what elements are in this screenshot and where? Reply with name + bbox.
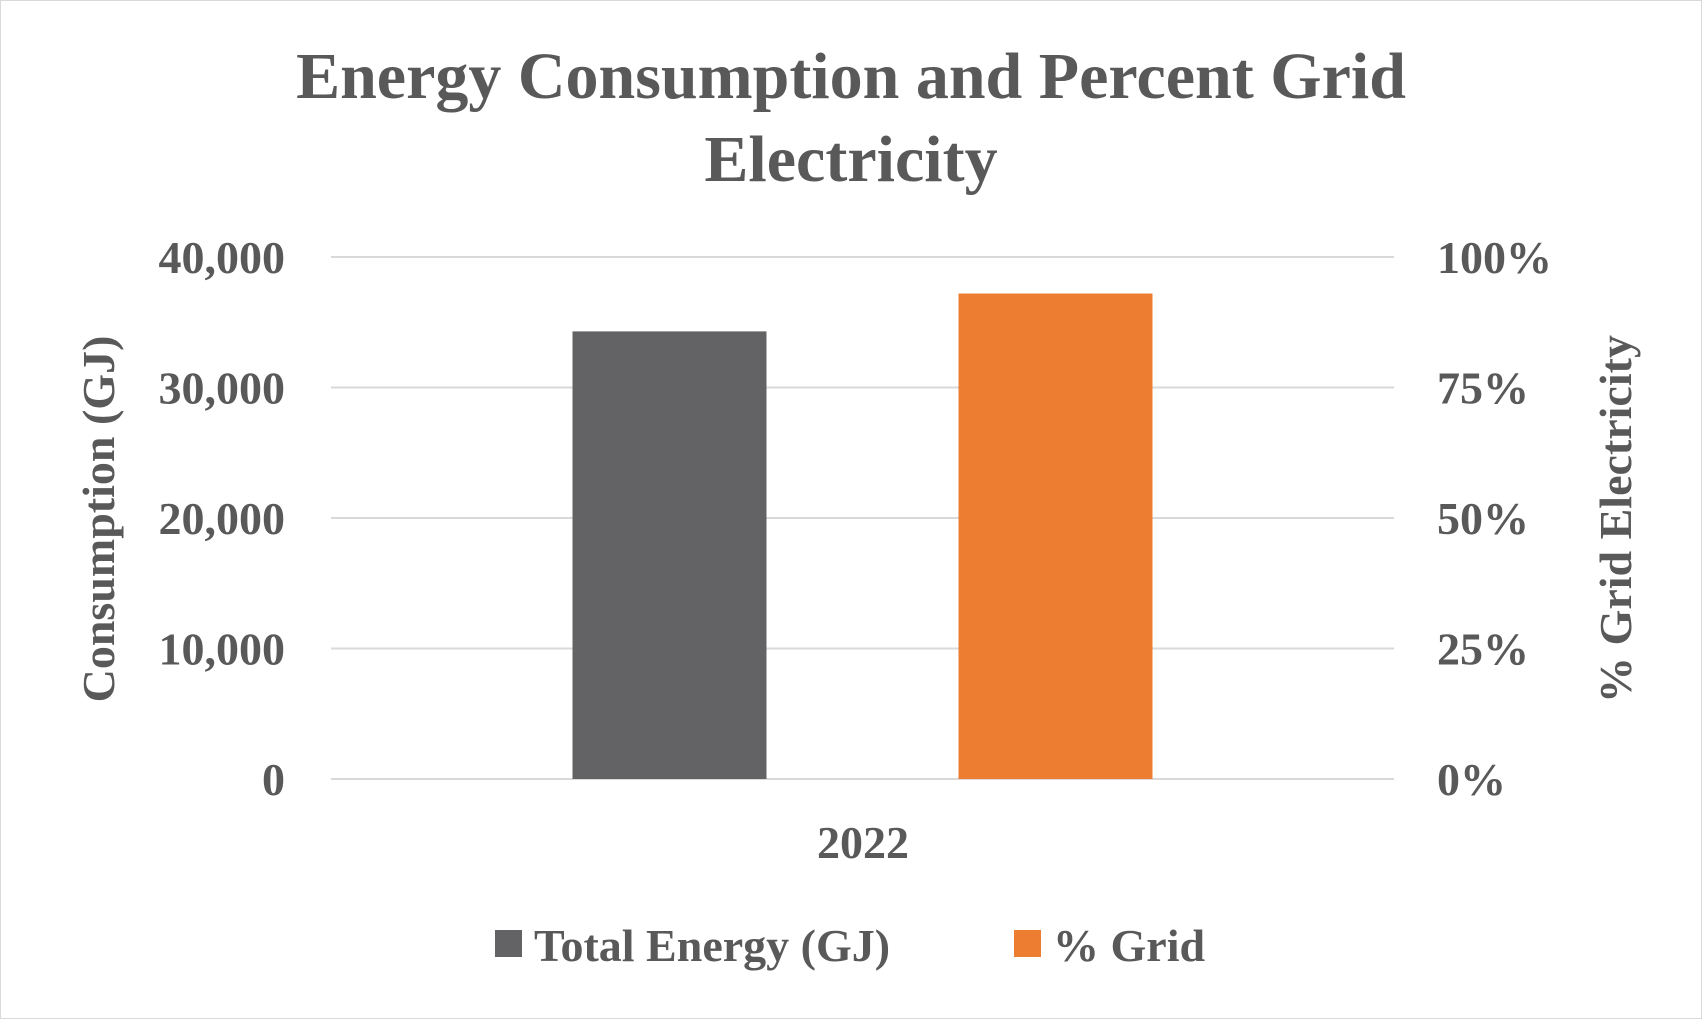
- legend-label-grid: % Grid: [1053, 920, 1205, 971]
- chart-title-line-1: Energy Consumption and Percent Grid: [296, 40, 1406, 113]
- y-axis-right-ticks: 0% 25% 50% 75% 100%: [1437, 232, 1552, 805]
- bars: [572, 293, 1153, 779]
- legend-swatch-total-energy: [495, 930, 522, 957]
- bar-grid-percent-2022: [958, 293, 1153, 779]
- y-tick-label-left: 40,000: [159, 232, 286, 283]
- y-tick-label-left: 10,000: [159, 624, 286, 675]
- y-tick-label-right: 25%: [1437, 624, 1529, 675]
- y-axis-right-title: % Grid Electricity: [1590, 335, 1641, 703]
- gridlines: [331, 256, 1394, 780]
- legend-swatch-grid: [1014, 930, 1041, 957]
- y-axis-left-ticks: 0 10,000 20,000 30,000 40,000: [159, 232, 286, 805]
- y-tick-label-left: 0: [262, 754, 285, 805]
- y-tick-label-left: 30,000: [159, 363, 286, 414]
- chart-title-line-2: Electricity: [704, 123, 997, 196]
- x-tick-label-2022: 2022: [817, 817, 909, 868]
- bar-total-energy-2022: [572, 331, 767, 779]
- legend: Total Energy (GJ) % Grid: [495, 920, 1205, 971]
- y-tick-label-right: 75%: [1437, 363, 1529, 414]
- legend-label-total-energy: Total Energy (GJ): [534, 920, 890, 971]
- y-tick-label-right: 0%: [1437, 754, 1506, 805]
- y-tick-label-right: 50%: [1437, 493, 1529, 544]
- y-axis-left-title: Consumption (GJ): [73, 336, 124, 703]
- y-tick-label-right: 100%: [1437, 232, 1552, 283]
- y-tick-label-left: 20,000: [159, 493, 286, 544]
